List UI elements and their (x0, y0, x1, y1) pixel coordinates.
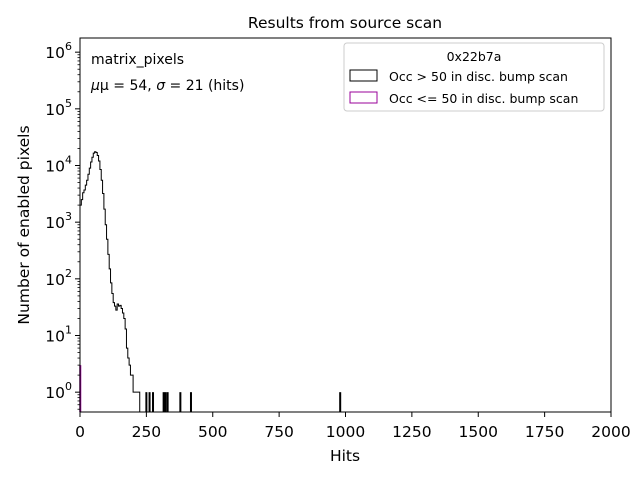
annotation-stats: μμ = 54, σ = 21 (hits) (90, 78, 244, 94)
y-tick-label: 103 (45, 210, 72, 232)
y-tick-label: 106 (45, 40, 72, 62)
x-tick-label: 1500 (459, 423, 498, 441)
x-tick-label: 750 (264, 423, 294, 441)
legend-box (343, 42, 605, 112)
x-tick-label: 250 (132, 423, 162, 441)
y-axis-label: Number of enabled pixels (15, 125, 33, 324)
legend-swatch-occ-le-50 (349, 91, 378, 104)
x-tick-label: 0 (75, 423, 85, 441)
histogram-spike-bar (339, 392, 342, 412)
legend-title: 0x22b7a (447, 49, 502, 64)
annotation-rest-text: = 21 (hits) (165, 78, 244, 94)
x-axis-label: Hits (330, 447, 360, 465)
y-tick-label: 100 (45, 380, 72, 402)
histogram-spike-bar (162, 392, 165, 412)
x-tick-label: 1000 (326, 423, 365, 441)
histogram-spike-bar (179, 392, 182, 412)
legend-label-occ-le-50: Occ <= 50 in disc. bump scan (389, 91, 578, 106)
legend-swatch-occ-gt-50 (349, 69, 378, 82)
y-tick-label: 102 (45, 267, 72, 289)
x-tick-label: 500 (198, 423, 228, 441)
x-tick-label: 2000 (591, 423, 630, 441)
histogram-spike-bar (189, 392, 192, 412)
chart-title: Results from source scan (248, 14, 442, 32)
annotation-name: matrix_pixels (91, 52, 184, 68)
annotation-sigma-symbol: σ (156, 78, 166, 94)
histogram-spike-bar (164, 392, 167, 412)
x-axis: 0 250 500 750 1000 1250 1500 1750 2000 (75, 412, 631, 441)
histogram-spike-bar (145, 392, 148, 412)
x-tick-label: 1250 (392, 423, 431, 441)
y-tick-label: 104 (45, 154, 72, 176)
y-tick-label: 101 (45, 324, 72, 346)
histogram-step-series (79, 151, 142, 413)
legend-label-occ-gt-50: Occ > 50 in disc. bump scan (389, 69, 568, 84)
annotation-mu-text: μ = 54, (100, 78, 156, 94)
y-tick-label: 105 (45, 97, 72, 119)
legend: 0x22b7a Occ > 50 in disc. bump scan Occ … (343, 42, 605, 112)
x-tick-label: 1750 (525, 423, 564, 441)
histogram-spike-bar (166, 392, 169, 412)
series-layer (79, 151, 342, 413)
histogram-spike-bar (148, 392, 151, 412)
histogram-spike-bar (152, 392, 155, 412)
y-axis: 100 101 102 103 104 105 106 (45, 40, 80, 410)
